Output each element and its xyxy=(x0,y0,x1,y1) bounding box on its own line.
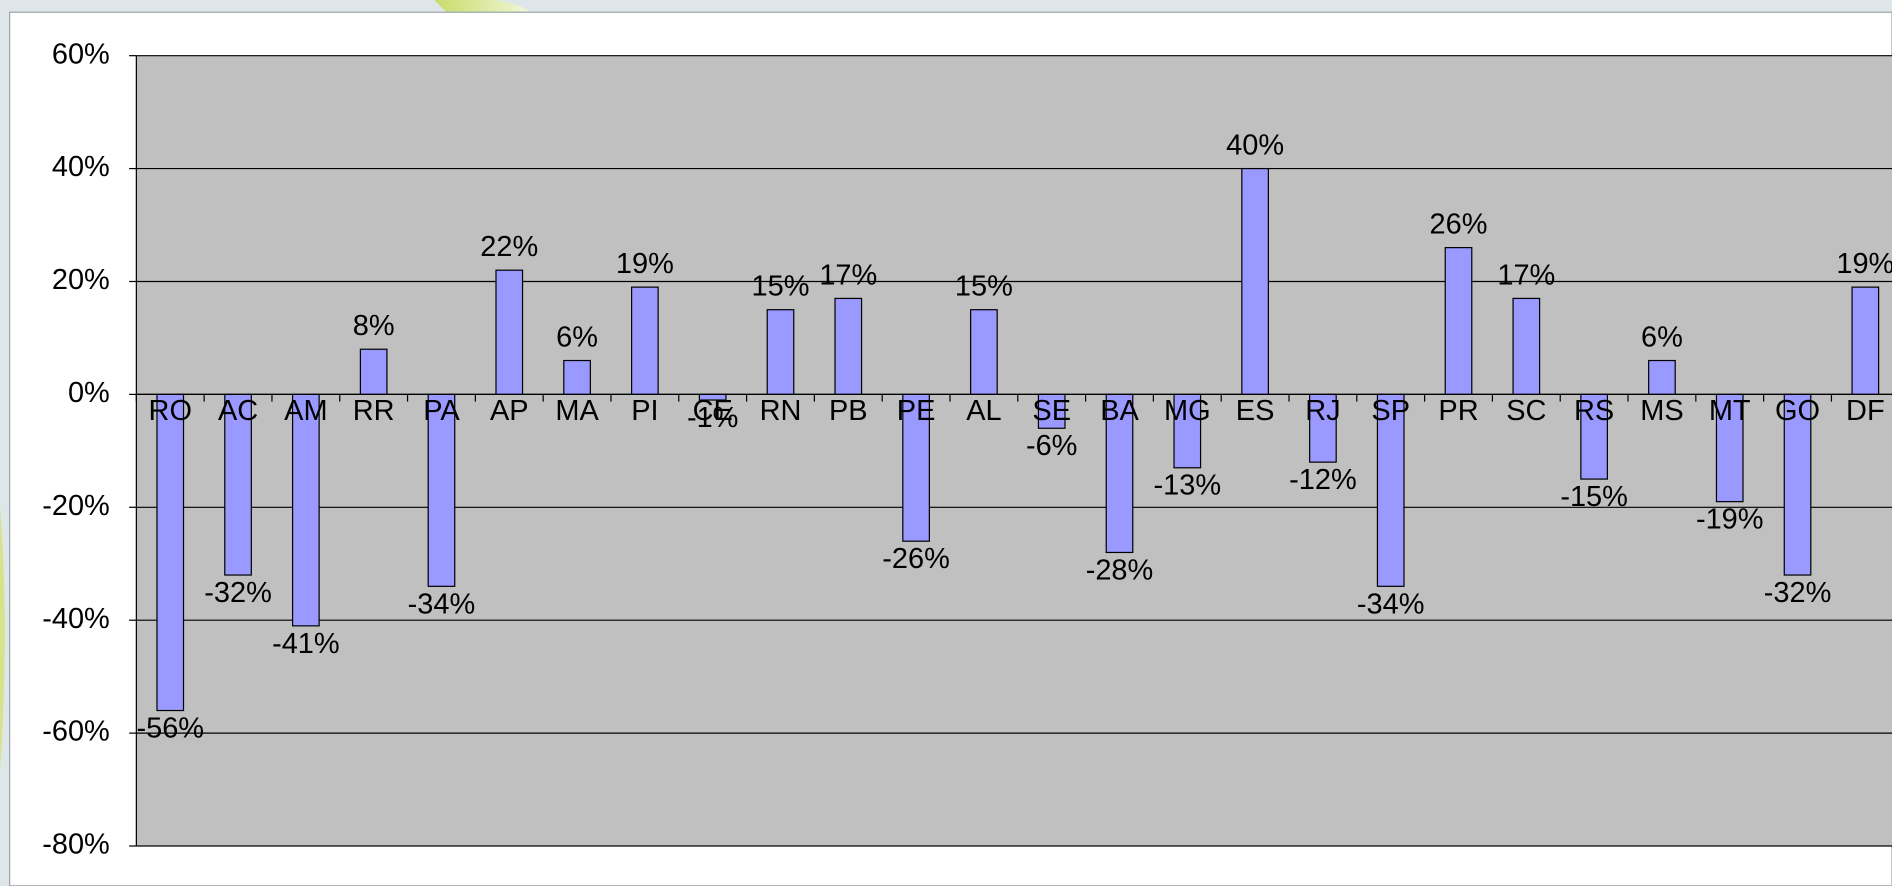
value-label: -34% xyxy=(408,588,476,620)
value-label: -1% xyxy=(687,402,738,434)
bar xyxy=(834,297,863,395)
value-label: 17% xyxy=(819,259,877,291)
x-tick-label: DF xyxy=(1846,395,1885,427)
value-label: -6% xyxy=(1026,430,1077,462)
value-label: -26% xyxy=(882,543,950,575)
value-label: -34% xyxy=(1357,588,1425,620)
y-tick-label: 20% xyxy=(52,264,110,296)
value-label: -32% xyxy=(1764,577,1832,609)
x-tick-label: ES xyxy=(1236,395,1275,427)
value-label: 15% xyxy=(752,271,810,303)
y-tick-label: 40% xyxy=(52,151,110,183)
bar xyxy=(1309,393,1337,463)
value-label: -12% xyxy=(1289,464,1357,496)
plot-area xyxy=(136,55,1892,847)
x-tick-label: RN xyxy=(760,395,802,427)
bar xyxy=(1037,393,1066,429)
bar xyxy=(970,309,998,395)
bar xyxy=(1444,247,1473,395)
value-label: 8% xyxy=(353,310,395,342)
decor-swoosh-left xyxy=(0,506,5,773)
value-label: -32% xyxy=(204,577,272,609)
bar xyxy=(291,393,320,627)
bar xyxy=(902,393,930,542)
y-tick-label: -20% xyxy=(42,490,110,522)
x-tick-label: AL xyxy=(966,395,1001,427)
bar xyxy=(1851,286,1880,395)
x-tick-label: SP xyxy=(1371,395,1410,427)
bar xyxy=(1512,297,1541,395)
x-tick-label: RS xyxy=(1574,395,1614,427)
bar xyxy=(224,393,252,576)
value-label: 6% xyxy=(1641,321,1683,353)
x-tick-label: AC xyxy=(218,395,258,427)
bar xyxy=(156,393,185,712)
value-label: 26% xyxy=(1430,209,1488,241)
value-label: -28% xyxy=(1086,554,1154,586)
x-tick-label: RO xyxy=(149,395,192,427)
x-tick-label: SE xyxy=(1032,395,1071,427)
bar xyxy=(766,309,795,395)
bar xyxy=(1783,393,1812,576)
x-tick-label: AM xyxy=(284,395,327,427)
value-label: -13% xyxy=(1154,470,1222,502)
x-tick-label: MS xyxy=(1640,395,1683,427)
decor-swoosh xyxy=(434,0,531,13)
y-tick-label: 0% xyxy=(68,377,110,409)
y-tick-label: 60% xyxy=(52,38,110,70)
y-tick-label: -60% xyxy=(42,716,110,748)
bar xyxy=(495,269,524,395)
value-label: -15% xyxy=(1560,481,1628,513)
bar xyxy=(1648,359,1676,395)
value-label: 19% xyxy=(1836,248,1892,280)
y-tick-label: -80% xyxy=(42,829,110,861)
value-label: -41% xyxy=(272,628,340,660)
value-label: 17% xyxy=(1497,259,1555,291)
bar xyxy=(1376,393,1405,587)
value-label: 6% xyxy=(556,321,598,353)
bar xyxy=(563,359,591,395)
y-tick-label: -40% xyxy=(42,603,110,635)
x-tick-label: RJ xyxy=(1305,395,1340,427)
value-label: -19% xyxy=(1696,504,1764,536)
x-tick-label: RR xyxy=(353,395,395,427)
bar xyxy=(427,393,456,587)
bar xyxy=(359,348,388,395)
x-tick-label: MG xyxy=(1164,395,1211,427)
bar xyxy=(1241,167,1269,395)
x-tick-label: BA xyxy=(1100,395,1139,427)
x-tick-label: MA xyxy=(555,395,599,427)
x-tick-label: SC xyxy=(1506,395,1546,427)
value-label: 40% xyxy=(1226,129,1284,161)
value-label: 22% xyxy=(480,231,538,263)
bar xyxy=(630,286,659,395)
value-label: -56% xyxy=(136,712,204,744)
x-tick-label: GO xyxy=(1775,395,1820,427)
x-tick-label: PA xyxy=(423,395,460,427)
x-tick-label: PE xyxy=(897,395,936,427)
value-label: 19% xyxy=(616,248,674,280)
bar xyxy=(1580,393,1609,480)
x-tick-label: MT xyxy=(1709,395,1751,427)
x-tick-label: PI xyxy=(631,395,658,427)
x-tick-label: AP xyxy=(490,395,529,427)
x-tick-label: PB xyxy=(829,395,868,427)
x-tick-label: CE xyxy=(693,395,733,427)
value-label: 15% xyxy=(955,271,1013,303)
x-tick-label: PR xyxy=(1438,395,1478,427)
